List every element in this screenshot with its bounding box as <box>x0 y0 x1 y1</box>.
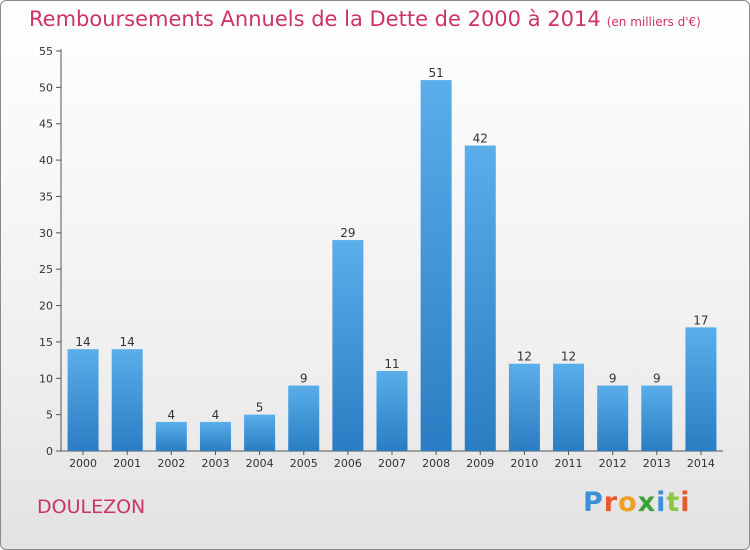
bar <box>376 371 408 451</box>
bar <box>508 363 540 451</box>
bar <box>244 414 276 451</box>
x-tick-label: 2004 <box>246 457 274 470</box>
x-tick-label: 2014 <box>687 457 715 470</box>
bar-value-label: 51 <box>428 66 443 80</box>
bar-value-label: 12 <box>517 350 532 364</box>
bar-value-label: 9 <box>300 372 308 386</box>
bar <box>288 385 320 451</box>
bar-value-label: 14 <box>75 335 90 349</box>
y-tick-label: 15 <box>39 336 53 349</box>
y-tick-label: 35 <box>39 190 53 203</box>
x-tick-label: 2012 <box>599 457 627 470</box>
bar-value-label: 9 <box>653 372 661 386</box>
bar-value-label: 11 <box>384 357 399 371</box>
chart-title-text: Remboursements Annuels de la Dette de 20… <box>29 7 601 31</box>
bar <box>597 385 629 451</box>
x-tick-label: 2011 <box>555 457 583 470</box>
bar-value-label: 9 <box>609 372 617 386</box>
y-tick-label: 0 <box>46 445 53 458</box>
bar-value-label: 14 <box>120 335 135 349</box>
x-tick-label: 2003 <box>201 457 229 470</box>
bar-value-label: 4 <box>168 408 176 422</box>
x-tick-label: 2002 <box>157 457 185 470</box>
x-tick-label: 2010 <box>510 457 538 470</box>
y-tick-label: 10 <box>39 372 53 385</box>
bar <box>332 240 364 451</box>
bar <box>464 145 496 451</box>
bar <box>67 349 99 451</box>
x-tick-label: 2008 <box>422 457 450 470</box>
bar <box>155 421 187 451</box>
bar <box>641 385 673 451</box>
bar <box>199 421 231 451</box>
bar <box>420 80 452 451</box>
commune-name: DOULEZON <box>37 496 146 518</box>
x-tick-label: 2006 <box>334 457 362 470</box>
x-tick-label: 2013 <box>643 457 671 470</box>
x-tick-label: 2000 <box>69 457 97 470</box>
y-tick-label: 45 <box>39 118 53 131</box>
y-tick-label: 30 <box>39 227 53 240</box>
bar-value-label: 42 <box>473 132 488 146</box>
y-tick-label: 5 <box>46 409 53 422</box>
y-tick-label: 50 <box>39 81 53 94</box>
y-tick-label: 55 <box>39 45 53 58</box>
y-tick-label: 25 <box>39 263 53 276</box>
x-tick-label: 2007 <box>378 457 406 470</box>
x-tick-label: 2001 <box>113 457 141 470</box>
bar <box>685 327 717 451</box>
x-tick-label: 2009 <box>466 457 494 470</box>
bar-value-label: 17 <box>693 313 708 327</box>
bar <box>111 349 143 451</box>
bar-value-label: 29 <box>340 226 355 240</box>
bar-value-label: 12 <box>561 350 576 364</box>
bar-value-label: 4 <box>212 408 220 422</box>
x-tick-label: 2005 <box>290 457 318 470</box>
proxiti-logo: Proxiti <box>583 487 691 518</box>
chart-title: Remboursements Annuels de la Dette de 20… <box>29 7 701 31</box>
y-tick-label: 40 <box>39 154 53 167</box>
chart-unit: (en milliers d'€) <box>606 15 701 29</box>
bar <box>553 363 585 451</box>
y-tick-label: 20 <box>39 300 53 313</box>
bar-value-label: 5 <box>256 401 264 415</box>
